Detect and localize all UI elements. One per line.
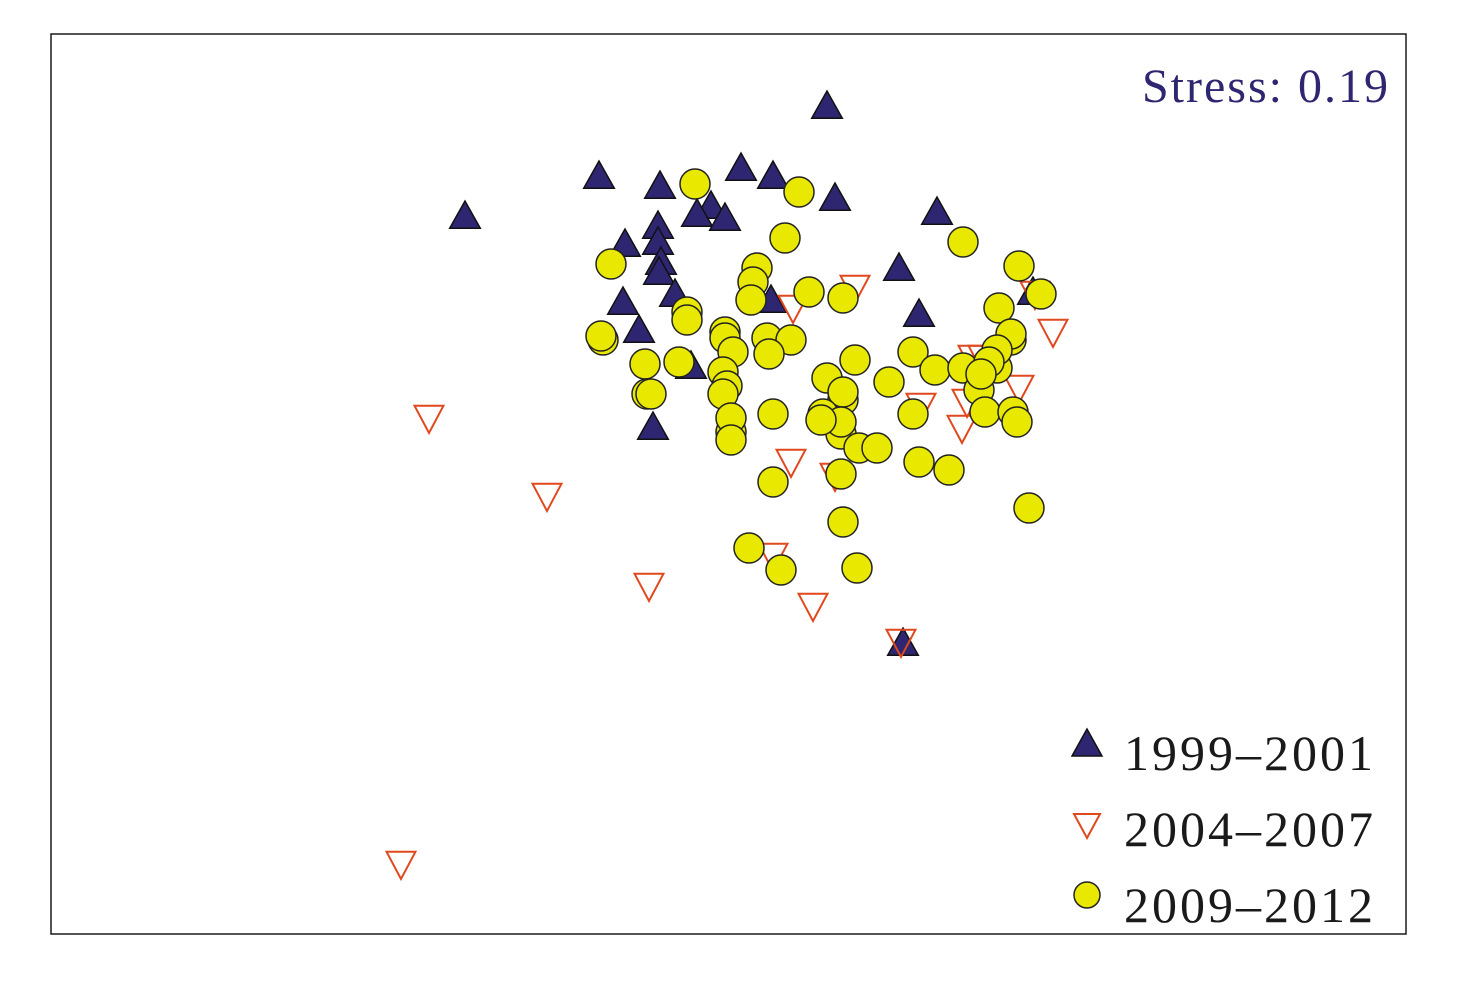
point-triangle-up: [708, 201, 742, 231]
point-triangle-down: [884, 628, 918, 660]
point-triangle-down: [776, 294, 810, 326]
point-circle: [897, 398, 929, 430]
point-circle: [919, 354, 951, 386]
point-triangle-down: [632, 572, 666, 604]
point-circle: [757, 398, 789, 430]
point-circle: [765, 554, 797, 586]
point-circle: [733, 532, 765, 564]
point-circle: [873, 366, 905, 398]
point-triangle-down: [796, 592, 830, 624]
point-circle: [793, 276, 825, 308]
point-circle: [753, 338, 785, 370]
points-layer: [384, 89, 1070, 882]
point-circle: [663, 346, 695, 378]
point-circle: [825, 458, 857, 490]
point-circle: [827, 282, 859, 314]
point-circle: [595, 248, 627, 280]
legend-marker-triangle-up: [1070, 727, 1104, 757]
point-circle: [983, 292, 1015, 324]
point-triangle-up: [622, 313, 656, 343]
point-triangle-down: [384, 850, 418, 882]
legend-item-2009-2012: 2009–2012: [1073, 877, 1376, 933]
point-circle: [933, 454, 965, 486]
point-circle: [679, 168, 711, 200]
point-circle: [965, 358, 997, 390]
point-circle: [735, 284, 767, 316]
point-triangle-down: [412, 404, 446, 436]
point-circle: [947, 226, 979, 258]
point-circle: [839, 344, 871, 376]
point-circle: [1025, 278, 1057, 310]
point-triangle-up: [902, 297, 936, 327]
point-triangle-up: [448, 199, 482, 229]
legend: 1999–2001 2004–2007 2009–2012: [1070, 725, 1376, 933]
point-triangle-down: [1002, 374, 1036, 406]
point-triangle-up: [810, 89, 844, 119]
point-triangle-up: [756, 159, 790, 189]
point-circle: [635, 378, 667, 410]
point-circle: [1003, 250, 1035, 282]
point-triangle-up: [724, 151, 758, 181]
point-circle: [897, 336, 929, 368]
point-triangle-up: [920, 195, 954, 225]
point-circle: [585, 320, 617, 352]
point-circle: [903, 446, 935, 478]
point-circle: [671, 304, 703, 336]
point-circle: [715, 424, 747, 456]
legend-label-1999-2001: 1999–2001: [1124, 725, 1376, 781]
point-circle: [783, 176, 815, 208]
point-triangle-up: [636, 410, 670, 440]
point-triangle-up: [882, 251, 916, 281]
legend-item-1999-2001: 1999–2001: [1070, 725, 1376, 781]
point-triangle-down: [530, 482, 564, 514]
point-circle: [841, 552, 873, 584]
point-circle: [1013, 492, 1045, 524]
point-circle: [769, 222, 801, 254]
point-triangle-up: [582, 159, 616, 189]
legend-marker-circle: [1073, 881, 1101, 909]
legend-marker-triangle-down: [1072, 813, 1102, 841]
point-circle: [629, 348, 661, 380]
series-0: [448, 89, 1050, 656]
stress-annotation: Stress: 0.19: [1142, 60, 1390, 113]
legend-label-2009-2012: 2009–2012: [1124, 877, 1376, 933]
point-circle: [805, 404, 837, 436]
point-circle: [969, 396, 1001, 428]
point-triangle-up: [643, 169, 677, 199]
point-triangle-up: [608, 227, 642, 257]
legend-item-2004-2007: 2004–2007: [1072, 801, 1376, 857]
point-circle: [827, 506, 859, 538]
point-circle: [861, 432, 893, 464]
point-circle: [757, 466, 789, 498]
point-triangle-up: [642, 255, 676, 285]
point-triangle-down: [1036, 318, 1070, 350]
point-triangle-up: [680, 197, 714, 227]
point-triangle-down: [945, 414, 979, 446]
series-2: [585, 168, 1057, 586]
plot-frame: [50, 33, 1407, 935]
point-circle: [1001, 406, 1033, 438]
point-triangle-down: [774, 448, 808, 480]
legend-label-2004-2007: 2004–2007: [1124, 801, 1376, 857]
point-triangle-up: [818, 181, 852, 211]
point-triangle-up: [606, 285, 640, 315]
